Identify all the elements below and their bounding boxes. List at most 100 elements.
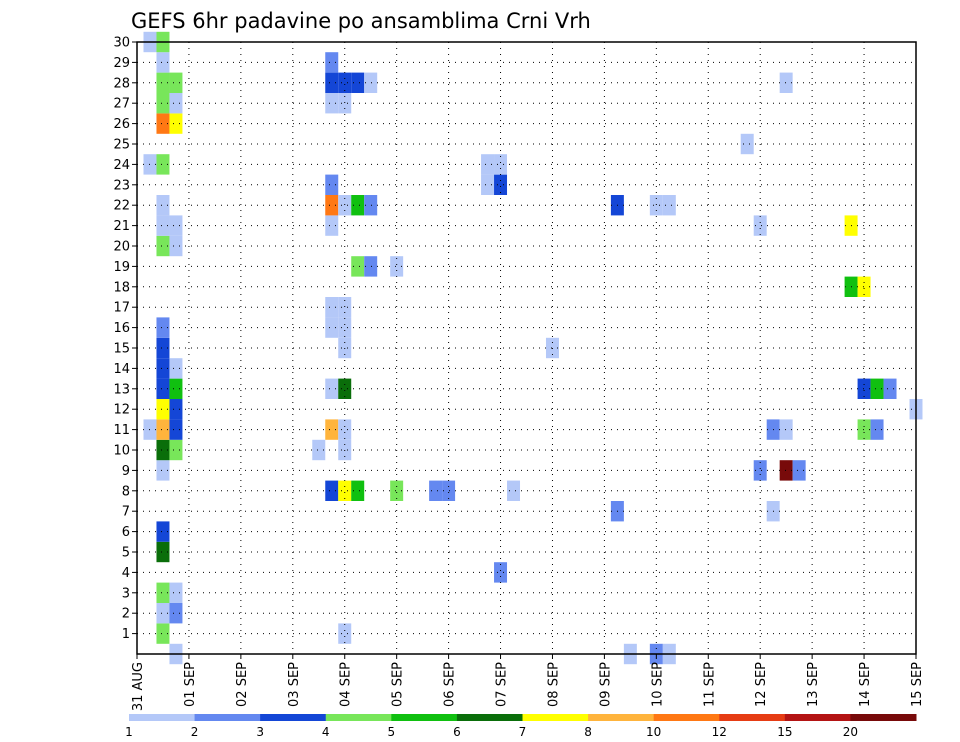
precip-cell <box>338 419 352 440</box>
precip-cell <box>390 256 404 277</box>
precip-cell <box>156 113 170 134</box>
precip-cell <box>390 480 404 501</box>
y-tick-label: 18 <box>113 280 130 295</box>
x-tick-label: 03 SEP <box>287 662 302 707</box>
precip-cell <box>662 195 676 216</box>
precip-cell <box>169 93 183 114</box>
precip-cell <box>169 235 183 257</box>
x-tick-label: 06 SEP <box>443 662 458 707</box>
precip-cell <box>325 52 339 73</box>
x-tick-label: 02 SEP <box>235 662 250 707</box>
y-tick-label: 6 <box>122 525 130 540</box>
y-tick-label: 14 <box>113 362 130 377</box>
precip-cell <box>338 480 352 501</box>
precip-cell <box>169 358 183 379</box>
x-tick-label: 13 SEP <box>806 662 821 707</box>
colorbar-swatch <box>129 714 196 721</box>
precip-cell <box>156 235 170 257</box>
y-tick-label: 22 <box>113 199 130 214</box>
precip-cell <box>494 154 508 175</box>
precip-cell <box>156 154 170 175</box>
precip-cell <box>325 297 339 318</box>
precip-cell <box>156 623 170 644</box>
precip-cell <box>857 419 871 440</box>
precip-cell <box>325 480 339 501</box>
precip-cell <box>325 93 339 114</box>
y-tick-label: 30 <box>113 36 130 51</box>
y-tick-label: 16 <box>113 321 130 336</box>
precip-cell <box>156 399 170 420</box>
precip-cell <box>740 133 754 155</box>
y-tick-label: 4 <box>122 566 130 581</box>
chart-title: GEFS 6hr padavine po ansamblima Crni Vrh <box>131 9 591 33</box>
precip-cell <box>156 93 170 114</box>
y-tick-label: 26 <box>113 117 130 132</box>
y-axis: 1234567891011121314151617181920212223242… <box>113 36 137 642</box>
precip-cell <box>338 93 352 114</box>
x-tick-label: 08 SEP <box>546 662 561 707</box>
y-tick-label: 20 <box>113 240 130 255</box>
precip-cell <box>156 419 170 440</box>
colorbar-label: 12 <box>712 725 727 739</box>
precip-cell <box>779 460 793 481</box>
precip-cell <box>156 541 170 563</box>
precip-cell <box>351 195 365 216</box>
precip-cell <box>325 419 339 440</box>
precip-cell <box>169 378 183 399</box>
precip-cell <box>325 195 339 216</box>
colorbar-swatch <box>194 714 261 721</box>
colorbar-label: 5 <box>388 725 396 739</box>
precip-cell <box>325 317 339 338</box>
precip-cell <box>312 439 326 461</box>
precip-cell <box>156 215 170 236</box>
y-tick-label: 24 <box>113 158 130 173</box>
precip-cell <box>325 72 339 93</box>
y-tick-label: 17 <box>113 301 130 316</box>
colorbar-swatch <box>260 714 327 721</box>
precip-cell <box>156 603 170 624</box>
precip-cell <box>156 439 170 461</box>
precip-cell <box>481 154 495 175</box>
x-tick-label: 14 SEP <box>858 662 873 707</box>
precip-cell <box>169 439 183 461</box>
colorbar-label: 20 <box>843 725 858 739</box>
x-tick-label: 15 SEP <box>910 662 925 707</box>
precip-cell <box>649 195 663 216</box>
precip-cell <box>494 562 508 583</box>
precip-cell <box>156 317 170 338</box>
y-tick-label: 9 <box>122 464 130 479</box>
colorbar-swatch <box>653 714 720 721</box>
precip-cell <box>325 174 339 195</box>
precip-cell <box>156 521 170 542</box>
colorbar-swatch <box>588 714 655 721</box>
precip-cell <box>753 460 767 481</box>
precip-cell <box>169 215 183 236</box>
precip-cell <box>351 480 365 501</box>
precip-cell <box>494 174 508 195</box>
x-tick-label: 09 SEP <box>598 662 613 707</box>
y-tick-label: 13 <box>113 382 130 397</box>
y-tick-label: 5 <box>122 546 130 561</box>
y-tick-label: 21 <box>113 219 130 234</box>
precip-cell <box>364 195 378 216</box>
x-axis: 31 AUG 01 SEP 02 SEP 03 SEP 04 SEP 05 SEP 06 S… <box>131 654 925 711</box>
precip-cell <box>779 419 793 440</box>
precip-cell <box>156 337 170 359</box>
y-tick-label: 19 <box>113 260 130 275</box>
x-tick-label: 11 SEP <box>702 662 717 707</box>
y-tick-label: 29 <box>113 56 130 71</box>
precip-cell <box>429 480 443 501</box>
colorbar-label: 4 <box>322 725 330 739</box>
precip-cell <box>169 113 183 134</box>
precip-cell <box>156 582 170 603</box>
precip-cell <box>442 480 456 501</box>
precip-cell <box>156 195 170 216</box>
y-tick-label: 1 <box>122 627 130 642</box>
precip-cell <box>169 72 183 93</box>
precip-cell <box>169 419 183 440</box>
precip-cell <box>364 256 378 277</box>
precip-cell <box>156 358 170 379</box>
y-tick-label: 28 <box>113 76 130 91</box>
colorbar-label: 6 <box>453 725 461 739</box>
